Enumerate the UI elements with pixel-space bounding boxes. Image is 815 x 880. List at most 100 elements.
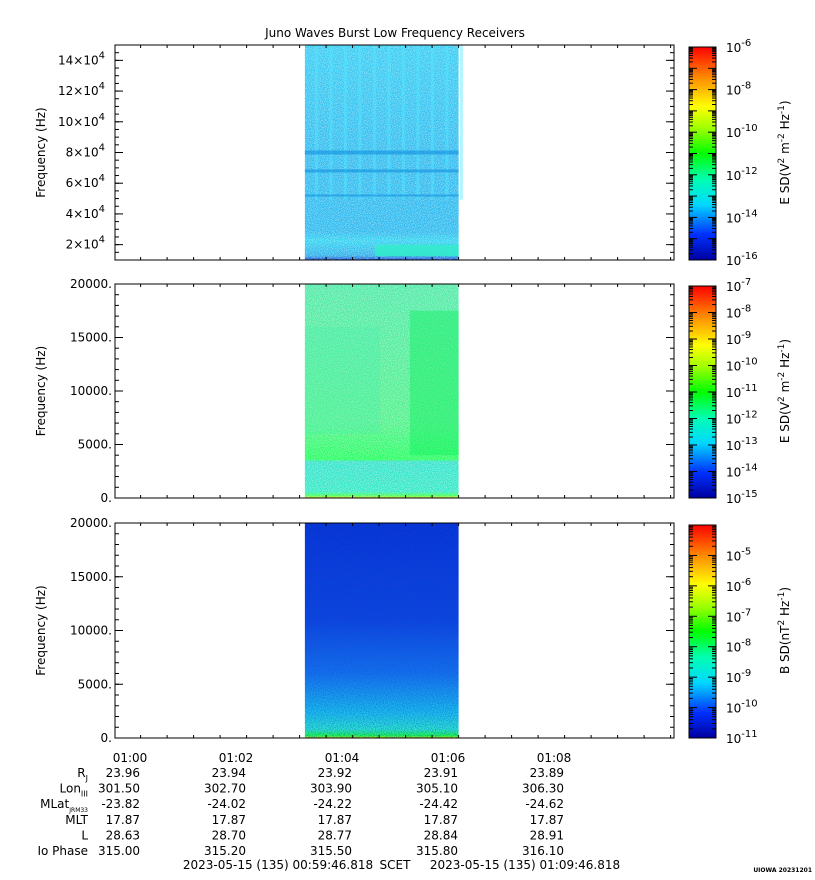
y-axis-label: Frequency (Hz) [34, 346, 48, 437]
cb-tick-label: 10-7 [726, 607, 751, 624]
ephemeris-value: 28.63 [106, 828, 140, 842]
y-tick-label: 12×104 [58, 81, 105, 98]
x-tick-label: 01:04 [325, 751, 360, 765]
cb-tick-label: 10-12 [726, 166, 758, 183]
chart-title: Juno Waves Burst Low Frequency Receivers [264, 26, 525, 40]
x-tick-label: 01:08 [537, 751, 572, 765]
ephemeris-value: 316.10 [522, 844, 564, 858]
ephemeris-value: 315.20 [204, 844, 246, 858]
ephemeris-value: 23.89 [530, 766, 564, 780]
cb-tick-label: 10-8 [726, 304, 751, 321]
y-tick-label: 20000. [70, 516, 112, 530]
colorbar-label: E SD(V2 m-2 Hz-1) [777, 100, 792, 204]
ephemeris-value: 306.30 [522, 782, 564, 796]
y-tick-label: 10×104 [58, 112, 105, 129]
colorbar-label: E SD(V2 m-2 Hz-1) [777, 339, 792, 443]
cb-tick-label: 10-16 [726, 251, 758, 268]
ephemeris-value: 302.70 [204, 782, 246, 796]
y-tick-label: 4×104 [66, 204, 105, 221]
credit-label: UIOWA 20231201 [753, 867, 812, 874]
y-tick-label: 6×104 [66, 173, 105, 190]
cb-tick-label: 10-8 [726, 638, 751, 655]
cb-tick-label: 10-6 [726, 577, 751, 594]
periodic-stripe [430, 45, 434, 200]
y-tick-label: 15000. [70, 331, 112, 345]
ephemeris-label: Io Phase [37, 844, 88, 858]
y-tick-label: 5000. [78, 677, 112, 691]
enhanced-emission [409, 310, 459, 456]
ephemeris-value: 23.91 [424, 766, 458, 780]
periodic-stripe [459, 45, 463, 200]
ephemeris-value: 301.50 [98, 782, 140, 796]
cb-tick-label: 10-8 [726, 81, 751, 98]
emission-band [304, 169, 459, 173]
ephemeris-value: 28.77 [318, 828, 352, 842]
ephemeris-value: 17.87 [212, 813, 246, 827]
cb-tick-label: 10-6 [726, 38, 751, 55]
panel-1: 2×104 4×104 6×104 8×104 10×104 12×104 14×104 Fr… [34, 38, 792, 268]
time-range-end: 2023-05-15 (135) 01:09:46.818 [430, 858, 620, 872]
ephemeris-label: MLT [65, 813, 88, 827]
colorbar-label: B SD(nT2 Hz-1) [777, 587, 792, 674]
y-tick-label: 10000. [70, 384, 112, 398]
ephemeris-value: 28.91 [530, 828, 564, 842]
periodic-stripe [372, 45, 376, 200]
cb-tick-label: 10-14 [726, 208, 758, 225]
periodic-stripe [314, 45, 318, 200]
periodic-stripe [387, 45, 391, 200]
emission-band [304, 194, 459, 197]
cb-tick-label: 10-5 [726, 546, 751, 563]
y-tick-label: 8×104 [66, 143, 105, 160]
x-tick-label: 01:06 [431, 751, 466, 765]
ephemeris-label: RJ [77, 766, 88, 783]
periodic-stripe [401, 45, 405, 200]
ephemeris-value: 23.94 [212, 766, 246, 780]
ephemeris-value: 315.00 [98, 844, 140, 858]
ephemeris-value: 28.84 [424, 828, 458, 842]
y-tick-label: 0. [101, 731, 112, 745]
time-range-scet: SCET [380, 858, 412, 872]
ephemeris-value: -24.02 [207, 797, 246, 811]
ephemeris-value: 305.10 [416, 782, 458, 796]
cb-tick-label: 10-11 [726, 729, 758, 746]
x-tick-label: 01:00 [113, 751, 148, 765]
y-axis-label: Frequency (Hz) [34, 585, 48, 676]
cb-tick-label: 10-13 [726, 436, 758, 453]
emission-band [304, 150, 459, 155]
y-axis-label: Frequency (Hz) [34, 107, 48, 198]
ephemeris-value: 315.50 [310, 844, 352, 858]
emission-region [304, 326, 380, 434]
y-tick-label: 2×104 [66, 235, 105, 252]
ephemeris-value: -24.22 [313, 797, 352, 811]
ephemeris-value: 28.70 [212, 828, 246, 842]
y-tick-label: 14×104 [58, 50, 105, 67]
ephemeris-value: -24.42 [419, 797, 458, 811]
panel-3: 0. 5000. 10000. 15000. 20000. Frequency (Hz) 1… [34, 516, 792, 746]
cb-tick-label: 10-9 [726, 668, 751, 685]
low-freq-emission [374, 244, 459, 257]
ephemeris-label: L [81, 828, 88, 842]
cb-tick-label: 10-15 [726, 489, 758, 506]
time-range-start: 2023-05-15 (135) 00:59:46.818 [183, 858, 373, 872]
spectrogram-noise [304, 284, 459, 498]
y-tick-label: 0. [101, 491, 112, 505]
cb-tick-label: 10-10 [726, 699, 758, 716]
ephemeris-value: 23.96 [106, 766, 140, 780]
y-tick-label: 20000. [70, 277, 112, 291]
cb-tick-label: 10-7 [726, 277, 751, 294]
ephemeris-label: MLatJRM33 [40, 797, 88, 814]
x-tick-label: 01:02 [219, 751, 254, 765]
ephemeris-value: 17.87 [424, 813, 458, 827]
cb-tick-label: 10-14 [726, 463, 758, 480]
ephemeris-value: 17.87 [106, 813, 140, 827]
cb-tick-label: 10-9 [726, 330, 751, 347]
periodic-stripe [358, 45, 362, 200]
colorbar [688, 524, 717, 739]
ephemeris-value: 303.90 [310, 782, 352, 796]
cb-tick-label: 10-11 [726, 383, 758, 400]
y-tick-label: 10000. [70, 624, 112, 638]
ephemeris-table: 01:00 01:02 01:04 01:06 01:08 RJ 23.96 23.94 23.… [37, 751, 571, 858]
periodic-stripe [445, 45, 449, 200]
spectrogram-noise [304, 523, 459, 738]
